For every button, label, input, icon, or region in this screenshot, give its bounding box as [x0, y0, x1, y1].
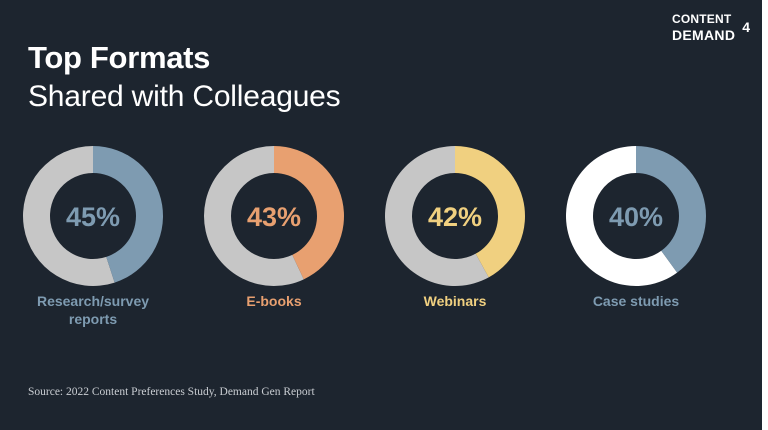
- logo-line-content: CONTENT: [672, 12, 732, 26]
- donut-e-books: 43% E-books: [204, 146, 344, 309]
- source-note: Source: 2022 Content Preferences Study, …: [28, 386, 315, 398]
- category-label: Research/survey: [37, 293, 149, 309]
- donut-value-label: 43%: [247, 202, 301, 232]
- donut-value-segment: [636, 146, 706, 273]
- donut-value-label: 42%: [428, 202, 482, 232]
- donut-value-label: 45%: [66, 202, 120, 232]
- donut-value-label: 40%: [609, 202, 663, 232]
- donut-case-studies: 40% Case studies: [565, 146, 706, 309]
- donut-webinars: 42% Webinars: [384, 146, 525, 309]
- chart-title: Top Formats: [28, 40, 211, 75]
- content4demand-logo: CONTENT 4 DEMAND: [672, 12, 750, 44]
- logo-line-demand: DEMAND: [672, 27, 736, 43]
- category-label: Webinars: [424, 293, 487, 309]
- category-label: Case studies: [593, 293, 680, 309]
- donut-track: [22, 146, 115, 286]
- donut-track: [565, 146, 678, 287]
- category-label: E-books: [246, 293, 301, 309]
- donut-value-segment: [455, 146, 525, 278]
- donut-research-survey-reports: 45% Research/survey reports: [22, 146, 163, 327]
- logo-number: 4: [742, 19, 750, 35]
- donut-track: [204, 146, 304, 286]
- donut-value-segment: [274, 146, 344, 280]
- chart-subtitle: Shared with Colleagues: [28, 80, 341, 113]
- donut-track: [384, 146, 489, 286]
- category-label: reports: [69, 311, 117, 327]
- donut-value-segment: [93, 146, 163, 283]
